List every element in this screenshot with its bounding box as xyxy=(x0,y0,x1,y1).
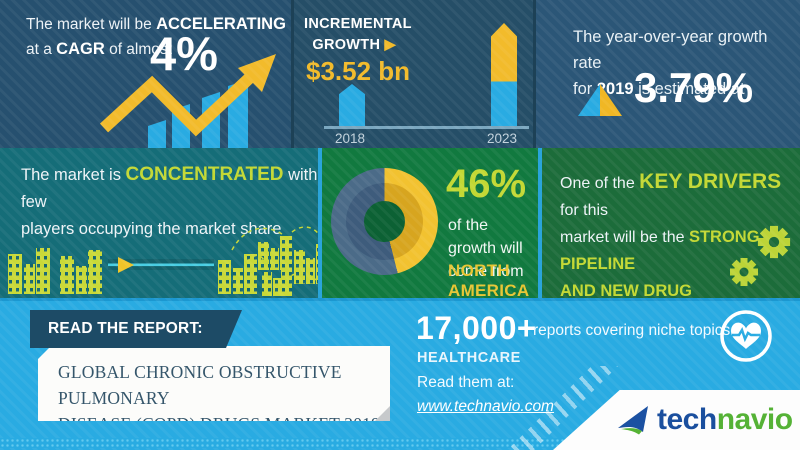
kd-text1: One of the xyxy=(560,175,640,192)
conc-keyword: CONCENTRATED xyxy=(125,164,284,185)
report-count-suffix: reports covering niche topics xyxy=(533,322,731,339)
bar-2023 xyxy=(491,23,517,126)
cagr-accelerating: ACCELERATING xyxy=(156,15,286,33)
divider xyxy=(0,298,800,301)
panel-incremental-growth: INCREMENTAL GROWTH ▶ $3.52 bn 2018 2023 xyxy=(294,0,533,148)
conc-text2: with few xyxy=(21,166,318,211)
kd-text2: for this xyxy=(560,202,609,219)
north-america-share-value: 46% xyxy=(446,162,527,206)
key-drivers-statement: One of the KEY DRIVERS for this market w… xyxy=(560,168,792,298)
technavio-arrow-icon xyxy=(618,406,648,435)
heart-pulse-icon xyxy=(720,310,772,362)
gears-icon xyxy=(730,225,791,286)
report-count: 17,000+ xyxy=(416,310,537,346)
incremental-growth-title: INCREMENTAL GROWTH ▶ xyxy=(304,14,411,56)
report-title-line1: GLOBAL CHRONIC OBSTRUCTIVE PULMONARY xyxy=(58,362,342,408)
donut-hole xyxy=(364,201,405,242)
kd-driver1: STRONG PIPELINE xyxy=(560,228,760,273)
kd-driver2: AND NEW DRUG APPROVALS xyxy=(560,282,692,298)
yoy-text1: The year-over-year growth rate xyxy=(573,28,768,72)
axis-label-2023: 2023 xyxy=(487,131,518,146)
footer-band: READ THE REPORT: GLOBAL CHRONIC OBSTRUCT… xyxy=(0,298,800,450)
conc-text1: The market is xyxy=(21,166,126,184)
panel-cagr: The market will be ACCELERATING at a CAG… xyxy=(0,0,291,148)
brand-wordmark: technavio xyxy=(657,403,793,437)
separator xyxy=(538,148,542,298)
yoy-statement: The year-over-year growth rate for 2019 … xyxy=(573,24,800,102)
report-title: GLOBAL CHRONIC OBSTRUCTIVE PULMONARY DIS… xyxy=(58,359,390,434)
bar-2018 xyxy=(339,84,365,126)
cagr-statement: The market will be ACCELERATING at a CAG… xyxy=(26,12,286,62)
panel-yoy-growth: The year-over-year growth rate for 2019 … xyxy=(536,0,800,148)
yoy-text2: for xyxy=(573,80,597,98)
cagr-text3: of almost xyxy=(104,41,172,58)
category-label: HEALTHCARE xyxy=(417,350,521,366)
cagr-text2: at a xyxy=(26,41,57,58)
yoy-value: 3.79% xyxy=(634,64,754,111)
brand-navio: navio xyxy=(716,403,793,436)
axis-label-2018: 2018 xyxy=(335,131,366,146)
incremental-growth-value: $3.52 bn xyxy=(306,56,411,86)
play-arrow-icon: ▶ xyxy=(384,37,396,53)
kd-text3: market will be the xyxy=(560,229,689,246)
read-them-at-label: Read them at: xyxy=(417,374,515,391)
panel-concentrated: The market is CONCENTRATED with few play… xyxy=(0,148,318,298)
panel-key-drivers: One of the KEY DRIVERS for this market w… xyxy=(542,148,800,298)
north-america-label: NORTH AMERICA xyxy=(448,261,530,298)
kd-keyword: KEY DRIVERS xyxy=(639,170,782,193)
conc-text3: players occupying the market share xyxy=(21,220,282,238)
technavio-url-link[interactable]: www.technavio.com xyxy=(417,398,554,415)
technavio-logo-panel: technavio xyxy=(553,390,800,450)
separator xyxy=(291,0,294,148)
halftone-strip xyxy=(0,438,800,448)
separator xyxy=(318,148,322,298)
bar-chart-rising-arrow-icon xyxy=(99,54,276,148)
read-the-report-banner: READ THE REPORT: xyxy=(30,310,242,348)
page-fold xyxy=(375,406,390,421)
technavio-logo[interactable]: technavio xyxy=(615,403,793,437)
x-axis xyxy=(324,126,529,129)
separator xyxy=(533,0,536,148)
buildings-consolidation-icon xyxy=(8,226,318,296)
report-title-card[interactable]: GLOBAL CHRONIC OBSTRUCTIVE PULMONARY DIS… xyxy=(38,346,390,421)
cagr-text: The market will be xyxy=(26,16,157,33)
title-line1: INCREMENTAL xyxy=(304,16,412,32)
brand-tech: tech xyxy=(657,403,717,436)
cagr-value: 4% xyxy=(150,27,218,80)
donut-chart xyxy=(331,168,438,275)
north-america-text: of the growth will come from xyxy=(448,214,538,283)
yoy-text3: is estimated at xyxy=(633,80,745,98)
cagr-label: CAGR xyxy=(56,40,105,58)
na-text1: of the growth will xyxy=(448,217,523,257)
read-the-report-label: READ THE REPORT: xyxy=(48,320,203,337)
na-text2: come from xyxy=(448,263,524,280)
title-line2: GROWTH xyxy=(312,37,385,53)
report-title-line2: DISEASE (COPD) DRUGS MARKET 2019-2023 xyxy=(58,414,387,434)
concentrated-statement: The market is CONCENTRATED with few play… xyxy=(21,161,318,243)
panel-north-america: 46% of the growth will come from NORTH A… xyxy=(322,148,538,298)
